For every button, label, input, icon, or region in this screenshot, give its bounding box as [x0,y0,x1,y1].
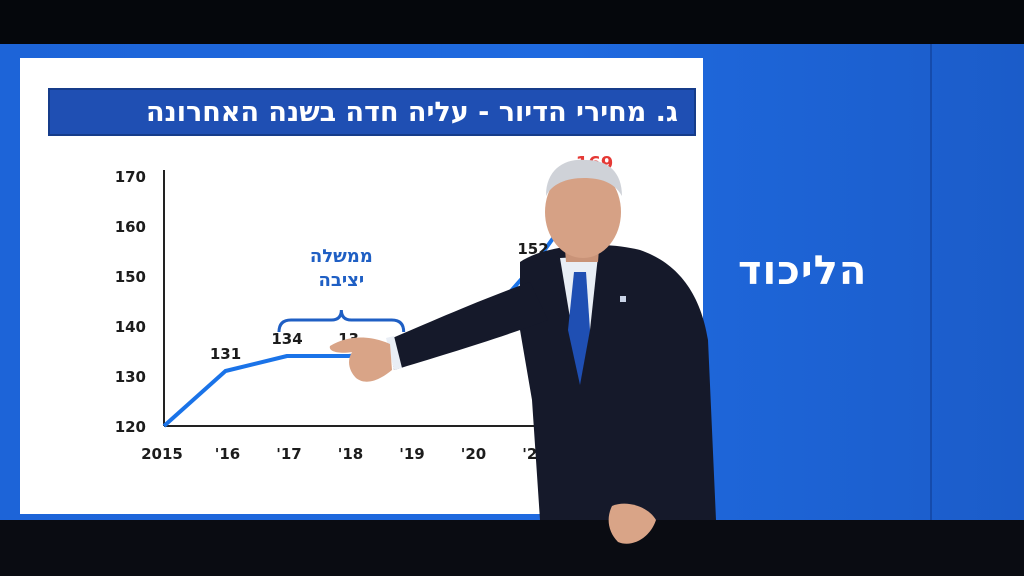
annotation-line-1: ממשלה [310,246,373,267]
presenter-hand [329,337,392,382]
stable-government-brace [277,309,406,333]
data-label: 134 [271,330,302,348]
presenter-suit [520,244,716,520]
presenter-tie [568,272,590,385]
y-tick-label: 170 [115,168,146,186]
y-tick-label: 130 [115,368,146,386]
x-tick-label: '17 [276,445,301,463]
x-tick-label: '16 [215,445,240,463]
slide-title-bar: ג. מחירי הדיור - עליה חדה בשנה האחרונה [48,88,696,136]
likud-logo: הליכוד [738,248,868,294]
annotation-line-2: יציבה [318,270,364,291]
x-tick-label: '20 [461,445,486,463]
presenter-hair [546,159,622,196]
y-tick-label: 150 [115,268,146,286]
y-tick-label: 160 [115,218,146,236]
x-tick-label: '18 [338,445,363,463]
x-tick-label: '19 [399,445,424,463]
slide-title: ג. מחירי הדיור - עליה חדה בשנה האחרונה [145,96,678,128]
presenter-arm [388,282,548,370]
y-tick-label: 120 [115,418,146,436]
y-tick-label: 140 [115,318,146,336]
screen-seam [930,44,932,520]
presenter-lower-hand [608,503,656,544]
studio-floor [0,520,1024,576]
data-label: 131 [210,345,241,363]
x-tick-label: 2015 [141,445,183,463]
presenter-lapel-pin [620,296,626,302]
presenter-head [545,166,621,258]
